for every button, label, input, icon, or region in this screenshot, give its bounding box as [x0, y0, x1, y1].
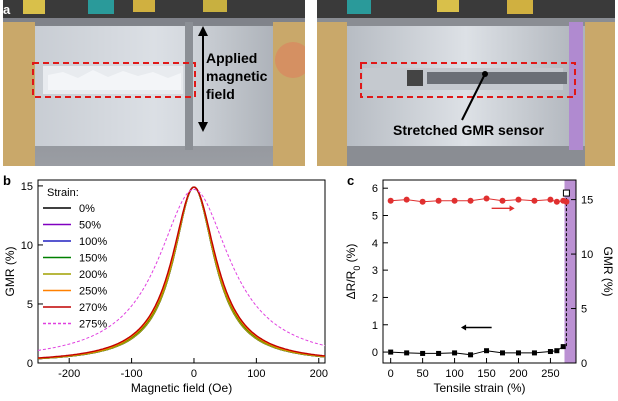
x-tick-label: 200 — [509, 368, 527, 380]
x-tick-label: 250 — [541, 368, 559, 380]
y-left-tick-label: 6 — [372, 183, 378, 195]
resistance-point — [560, 344, 566, 350]
gmr-point — [387, 197, 394, 204]
gmr-point — [483, 195, 490, 202]
legend-label: 0% — [79, 203, 95, 215]
x-tick-label: -100 — [121, 368, 143, 380]
y-right-tick-label: 15 — [581, 195, 593, 207]
legend-label: 270% — [79, 302, 107, 314]
resistance-point — [484, 348, 490, 354]
x-axis-label: Tensile strain (%) — [433, 381, 525, 395]
panel-label-c: c — [347, 173, 355, 188]
y-left-tick-label: 2 — [372, 292, 378, 304]
photo-right-illustration — [317, 0, 615, 166]
legend-label: 50% — [79, 220, 101, 232]
applied-field-line-1: Applied — [206, 50, 258, 66]
y-tick-label: 0 — [27, 358, 33, 370]
y-tick-label: 15 — [21, 181, 33, 193]
legend-label: 150% — [79, 253, 107, 265]
legend-label: 200% — [79, 269, 107, 281]
stretched-sensor-annotation: Stretched GMR sensor — [393, 122, 544, 138]
y-right-tick-label: 0 — [581, 358, 587, 370]
y-right-axis-label: GMR (%) — [601, 247, 615, 297]
x-tick-label: 0 — [191, 368, 197, 380]
y-tick-label: 5 — [27, 299, 33, 311]
applied-field-line-3: field — [206, 86, 235, 102]
x-tick-label: 50 — [416, 368, 428, 380]
resistance-point — [500, 350, 506, 356]
gmr-point — [419, 198, 426, 205]
legend-title: Strain: — [47, 187, 79, 199]
resistance-point — [531, 350, 537, 356]
photo-unstretched-sensor — [3, 0, 305, 166]
y-left-axis-label: ΔR/R0 (%) — [344, 244, 362, 300]
resistance-point — [515, 350, 521, 356]
resistance-point — [404, 350, 410, 356]
plot-frame — [37, 179, 326, 364]
resistance-point — [547, 349, 553, 355]
y-tick-label: 10 — [21, 240, 33, 252]
legend-label: 100% — [79, 236, 107, 248]
failure-shaded-region — [564, 180, 576, 363]
y-left-tick-label: 0 — [372, 347, 378, 359]
resistance-point — [436, 350, 442, 356]
y-left-tick-label: 1 — [372, 320, 378, 332]
series-line-right — [390, 197, 567, 203]
photo-stretched-sensor — [317, 0, 615, 166]
x-tick-label: 100 — [247, 368, 265, 380]
failure-point — [562, 189, 570, 197]
x-tick-label: 100 — [445, 368, 463, 380]
x-tick-label: 150 — [477, 368, 495, 380]
resistance-point — [554, 348, 560, 354]
photo-left-illustration — [3, 0, 305, 166]
y-left-tick-label: 3 — [372, 265, 378, 277]
gmr-point — [451, 197, 458, 204]
strain-vs-resistance-chart: 0 50 100 150 200 250 0 1 2 3 4 5 6 0 5 10 15 Tensile stra… — [344, 179, 615, 395]
gmr-point — [553, 198, 560, 205]
x-tick-label: 200 — [310, 368, 328, 380]
series-line-left — [390, 346, 564, 356]
legend-label: 275% — [79, 319, 107, 331]
gmr-point — [403, 196, 410, 203]
y-left-tick-label: 5 — [372, 211, 378, 223]
y-right-tick-label: 10 — [581, 249, 593, 261]
panel-label-a: a — [3, 2, 11, 17]
gmr-point — [515, 196, 522, 203]
gmr-point — [563, 198, 570, 205]
y-right-tick-label: 5 — [581, 304, 587, 316]
resistance-point — [420, 350, 426, 356]
applied-field-line-2: magnetic — [206, 68, 268, 84]
resistance-point — [452, 350, 458, 356]
series-curve-270pct — [38, 186, 326, 359]
gmr-point — [467, 197, 474, 204]
x-axis-label: Magnetic field (Oe) — [131, 381, 232, 395]
gmr-vs-field-chart: -200 -100 0 100 200 0 5 10 15 Magnetic field (Oe)… — [3, 179, 328, 395]
x-tick-label: -200 — [58, 368, 80, 380]
y-axis-label: GMR (%) — [3, 247, 17, 297]
y-left-tick-label: 4 — [372, 238, 378, 250]
legend-label: 250% — [79, 286, 107, 298]
plot-frame — [382, 179, 577, 364]
x-tick-label: 0 — [388, 368, 394, 380]
series-curve-275pct — [37, 188, 326, 351]
panel-label-b: b — [3, 173, 11, 188]
arrow-head-right — [509, 205, 515, 212]
resistance-point — [388, 349, 394, 355]
gmr-point — [531, 197, 538, 204]
gmr-point — [435, 197, 442, 204]
resistance-point — [468, 352, 474, 358]
arrow-head-left — [460, 324, 467, 331]
gmr-point — [547, 196, 554, 203]
gmr-point — [499, 197, 506, 204]
applied-field-annotation: Applied magnetic field — [206, 49, 267, 103]
